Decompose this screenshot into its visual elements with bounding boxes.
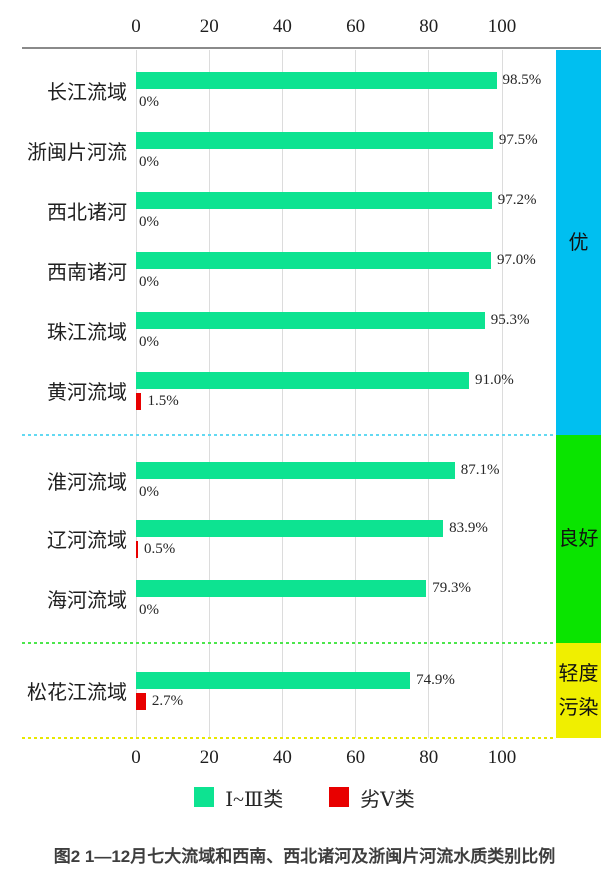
- bottom-axis-tick-label: 0: [131, 747, 141, 768]
- primary-bar: [136, 520, 444, 537]
- band-separator-line: [22, 737, 556, 739]
- primary-bar-label: 87.1%: [460, 462, 500, 478]
- primary-bar: [136, 312, 485, 329]
- secondary-bar: [136, 541, 138, 558]
- gridline: [428, 50, 430, 738]
- top-axis-tick-label: 100: [487, 16, 517, 37]
- figure-caption: 图2 1—12月七大流域和西南、西北诸河及浙闽片河流水质类别比例: [53, 847, 556, 866]
- top-axis-tick-label: 80: [419, 16, 439, 37]
- secondary-bar-label: 1.5%: [147, 393, 179, 409]
- category-label: 浙闽片河流: [27, 142, 127, 164]
- primary-bar-label: 83.9%: [449, 520, 488, 536]
- secondary-bar-label: 0%: [139, 274, 159, 290]
- quality-band-3: 轻度污染: [556, 643, 601, 738]
- secondary-bar-label: 0%: [139, 602, 159, 618]
- primary-bar-label: 95.3%: [490, 312, 530, 328]
- gridline: [355, 50, 357, 738]
- secondary-bar-label: 0%: [139, 484, 159, 500]
- legend-label: Ⅰ~Ⅲ类: [225, 788, 284, 811]
- top-axis-tick-label: 20: [199, 16, 219, 37]
- primary-bar: [136, 192, 492, 209]
- secondary-bar: [136, 393, 142, 410]
- category-label: 长江流域: [47, 82, 127, 104]
- gridline: [208, 50, 210, 738]
- category-label: 黄河流域: [47, 382, 127, 404]
- category-label: 辽河流域: [47, 530, 127, 552]
- category-label: 西北诸河: [47, 202, 127, 224]
- legend: Ⅰ~Ⅲ类 劣Ⅴ类: [0, 783, 609, 812]
- bottom-axis-tick-label: 80: [419, 747, 439, 768]
- legend-item-1: Ⅰ~Ⅲ类: [194, 783, 283, 812]
- legend-label: 劣Ⅴ类: [360, 788, 415, 811]
- primary-bar: [136, 462, 455, 479]
- primary-bar: [136, 252, 492, 269]
- primary-bar: [136, 372, 470, 389]
- top-axis-tick-label: 60: [346, 16, 366, 37]
- primary-bar-label: 91.0%: [475, 372, 514, 388]
- primary-bar: [136, 672, 411, 689]
- band-separator-line: [22, 642, 556, 644]
- primary-bar: [136, 580, 427, 597]
- category-label: 松花江流域: [27, 682, 127, 704]
- quality-band-1: 优: [556, 50, 601, 435]
- bottom-axis-tick-label: 40: [272, 747, 292, 768]
- bottom-axis-tick-label: 60: [346, 747, 366, 768]
- secondary-bar: [136, 693, 146, 710]
- bottom-axis-tick-label: 20: [199, 747, 219, 768]
- band-separator-line: [22, 434, 556, 436]
- primary-bar: [136, 72, 497, 89]
- category-label: 海河流域: [47, 590, 127, 612]
- legend-item-2: 劣Ⅴ类: [329, 783, 415, 812]
- secondary-bar-label: 0.5%: [144, 541, 176, 557]
- secondary-bar-label: 0%: [139, 214, 159, 230]
- secondary-bar-label: 0%: [139, 94, 159, 110]
- primary-bar-label: 97.5%: [498, 132, 538, 148]
- legend-swatch-icon: [329, 787, 350, 807]
- primary-bar-label: 97.0%: [497, 252, 536, 268]
- primary-bar-label: 98.5%: [502, 72, 542, 88]
- secondary-bar-label: 0%: [139, 334, 159, 350]
- secondary-bar-label: 2.7%: [151, 693, 184, 709]
- category-label: 西南诸河: [47, 262, 127, 284]
- primary-bar: [136, 132, 493, 149]
- legend-swatch-icon: [194, 787, 215, 807]
- top-axis-tick-label: 40: [272, 16, 292, 37]
- gridline: [501, 50, 503, 738]
- gridline: [281, 50, 283, 738]
- secondary-bar-label: 0%: [139, 154, 159, 170]
- top-axis-line: [22, 47, 601, 49]
- category-label: 淮河流域: [47, 472, 127, 494]
- primary-bar-label: 79.3%: [432, 580, 471, 596]
- primary-bar-label: 97.2%: [497, 192, 537, 208]
- primary-bar-label: 74.9%: [416, 672, 455, 688]
- bottom-axis-tick-label: 100: [487, 747, 517, 768]
- quality-band-2: 良好: [556, 435, 601, 643]
- top-axis-tick-label: 0: [131, 16, 141, 37]
- category-label: 珠江流域: [47, 322, 127, 344]
